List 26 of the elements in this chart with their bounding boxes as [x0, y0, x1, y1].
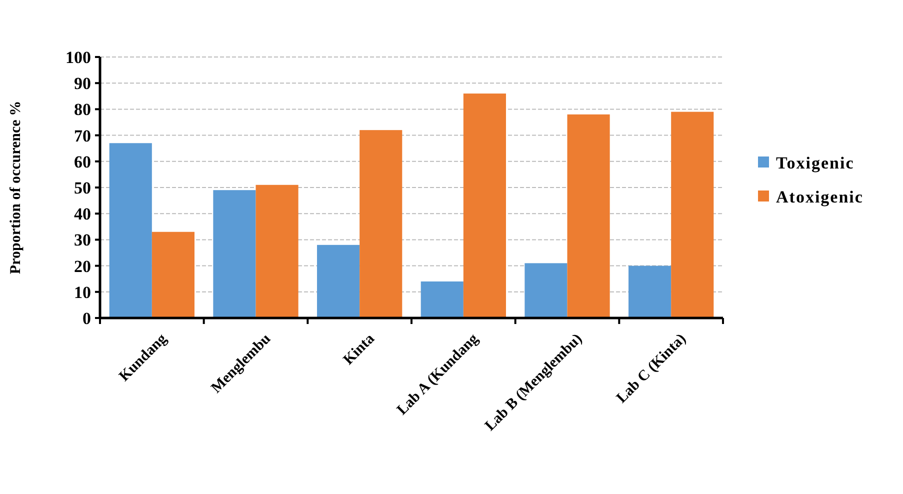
y-tick-label: 60 [74, 152, 91, 172]
bar [524, 263, 568, 318]
bar [109, 143, 152, 318]
y-tick-label: 50 [74, 178, 91, 198]
bar [152, 232, 194, 318]
y-tick-label: 90 [74, 74, 91, 94]
bar [360, 130, 402, 318]
bar [671, 112, 714, 318]
bar [463, 94, 506, 318]
bar [317, 244, 360, 318]
y-tick-label: 30 [74, 230, 91, 250]
y-tick-label: 80 [74, 100, 91, 120]
y-tick-label: 40 [74, 204, 91, 224]
y-tick-label: 70 [74, 126, 91, 146]
legend-label: Atoxigenic [776, 187, 864, 206]
y-tick-label: 10 [74, 282, 91, 302]
y-tick-label: 20 [74, 256, 91, 276]
bar [213, 190, 256, 318]
y-tick-label: 100 [66, 48, 91, 67]
bar [628, 266, 672, 318]
legend-label: Toxigenic [776, 153, 854, 172]
bar [567, 114, 610, 318]
y-axis-title: Proportion of occurence % [8, 100, 24, 274]
y-tick-label: 0 [82, 308, 91, 328]
bar [420, 281, 464, 318]
bar [256, 184, 298, 318]
